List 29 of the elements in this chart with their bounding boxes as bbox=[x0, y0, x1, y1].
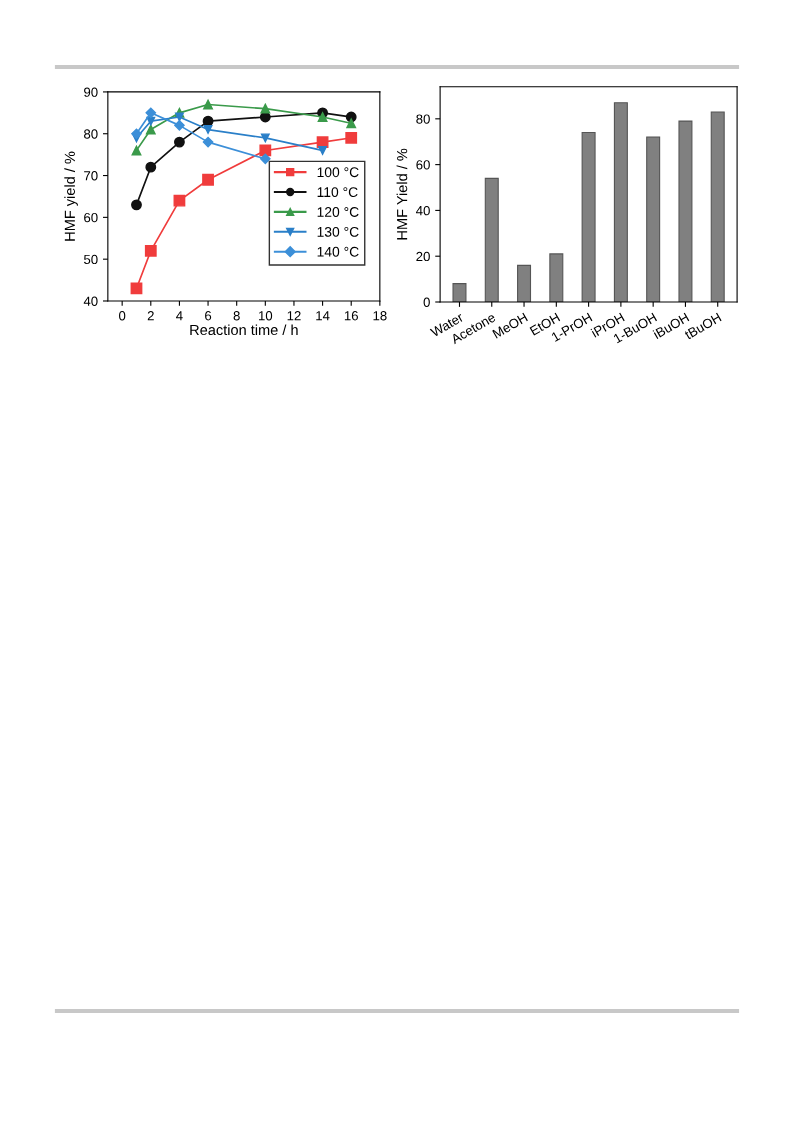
y-tick-label: 80 bbox=[84, 129, 98, 139]
y-tick-label: 80 bbox=[416, 114, 430, 124]
legend-label: 110 °C bbox=[317, 187, 358, 198]
y-tick-label: 60 bbox=[84, 212, 98, 223]
x-tick-label: 0 bbox=[119, 311, 126, 321]
x-tick-label: 8 bbox=[233, 311, 240, 321]
y-axis-title: HMF yield / % bbox=[64, 151, 78, 241]
x-tick-label: 18 bbox=[373, 311, 387, 321]
x-axis-title: Reaction time / h bbox=[190, 324, 298, 336]
y-tick-label: 0 bbox=[423, 297, 430, 307]
legend-label: 130 °C bbox=[317, 226, 359, 237]
y-tick-label: 70 bbox=[84, 171, 98, 181]
y-tick-label: 40 bbox=[83, 296, 98, 306]
y-axis-title: HMF Yield / % bbox=[396, 148, 408, 240]
x-tick-label: 4 bbox=[176, 311, 183, 321]
x-tick-label: 10 bbox=[258, 311, 273, 321]
x-tick-label: 6 bbox=[205, 311, 212, 321]
y-tick-label: 90 bbox=[84, 87, 98, 97]
legend-label: 120 °C bbox=[317, 207, 359, 217]
y-tick-label: 60 bbox=[416, 160, 430, 170]
x-tick-label: 12 bbox=[287, 311, 301, 321]
legend-label: 140 °C bbox=[317, 246, 359, 257]
y-tick-label: 20 bbox=[416, 251, 430, 262]
x-tick-label: 14 bbox=[316, 311, 330, 321]
x-tick-label: 2 bbox=[147, 311, 154, 321]
x-tick-label: 16 bbox=[344, 311, 358, 321]
y-tick-label: 50 bbox=[83, 254, 98, 265]
legend-label: 100 °C bbox=[317, 167, 359, 178]
y-tick-label: 40 bbox=[416, 205, 430, 216]
